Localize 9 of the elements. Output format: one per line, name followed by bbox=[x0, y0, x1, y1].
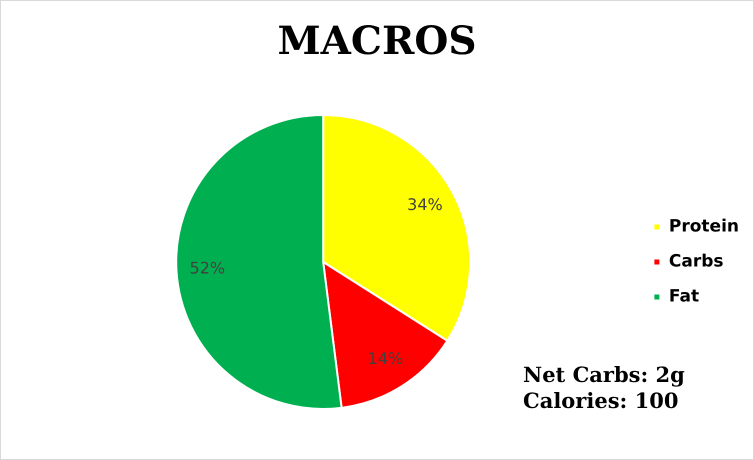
data-label: 14% bbox=[368, 349, 404, 368]
legend-label: Protein bbox=[668, 216, 739, 236]
data-label: 34% bbox=[407, 195, 443, 214]
legend-label: Carbs bbox=[668, 251, 724, 272]
data-label: 52% bbox=[190, 258, 226, 278]
chart-title: MACROS bbox=[276, 18, 478, 64]
text: Net Carbs: 2g bbox=[523, 362, 685, 388]
legend-label: Fat bbox=[668, 286, 700, 306]
text: Calories: 100 bbox=[523, 388, 680, 414]
